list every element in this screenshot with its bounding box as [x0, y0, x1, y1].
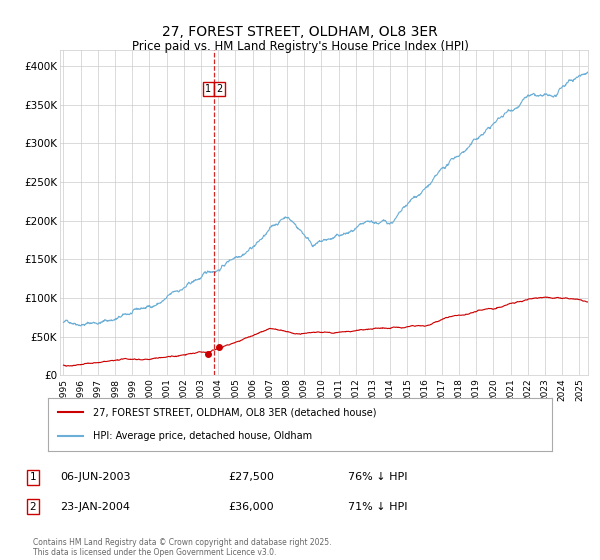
Text: 1: 1 [29, 472, 37, 482]
Text: 06-JUN-2003: 06-JUN-2003 [60, 472, 131, 482]
Text: Contains HM Land Registry data © Crown copyright and database right 2025.
This d: Contains HM Land Registry data © Crown c… [33, 538, 331, 557]
Text: 76% ↓ HPI: 76% ↓ HPI [348, 472, 407, 482]
Text: 71% ↓ HPI: 71% ↓ HPI [348, 502, 407, 512]
Text: 1: 1 [205, 84, 211, 94]
Text: 27, FOREST STREET, OLDHAM, OL8 3ER (detached house): 27, FOREST STREET, OLDHAM, OL8 3ER (deta… [94, 408, 377, 418]
Text: £27,500: £27,500 [228, 472, 274, 482]
Text: Price paid vs. HM Land Registry's House Price Index (HPI): Price paid vs. HM Land Registry's House … [131, 40, 469, 53]
Text: 23-JAN-2004: 23-JAN-2004 [60, 502, 130, 512]
Text: 27, FOREST STREET, OLDHAM, OL8 3ER: 27, FOREST STREET, OLDHAM, OL8 3ER [162, 25, 438, 39]
Text: 2: 2 [217, 84, 223, 94]
Text: 2: 2 [29, 502, 37, 512]
Text: HPI: Average price, detached house, Oldham: HPI: Average price, detached house, Oldh… [94, 431, 313, 441]
Text: £36,000: £36,000 [228, 502, 274, 512]
